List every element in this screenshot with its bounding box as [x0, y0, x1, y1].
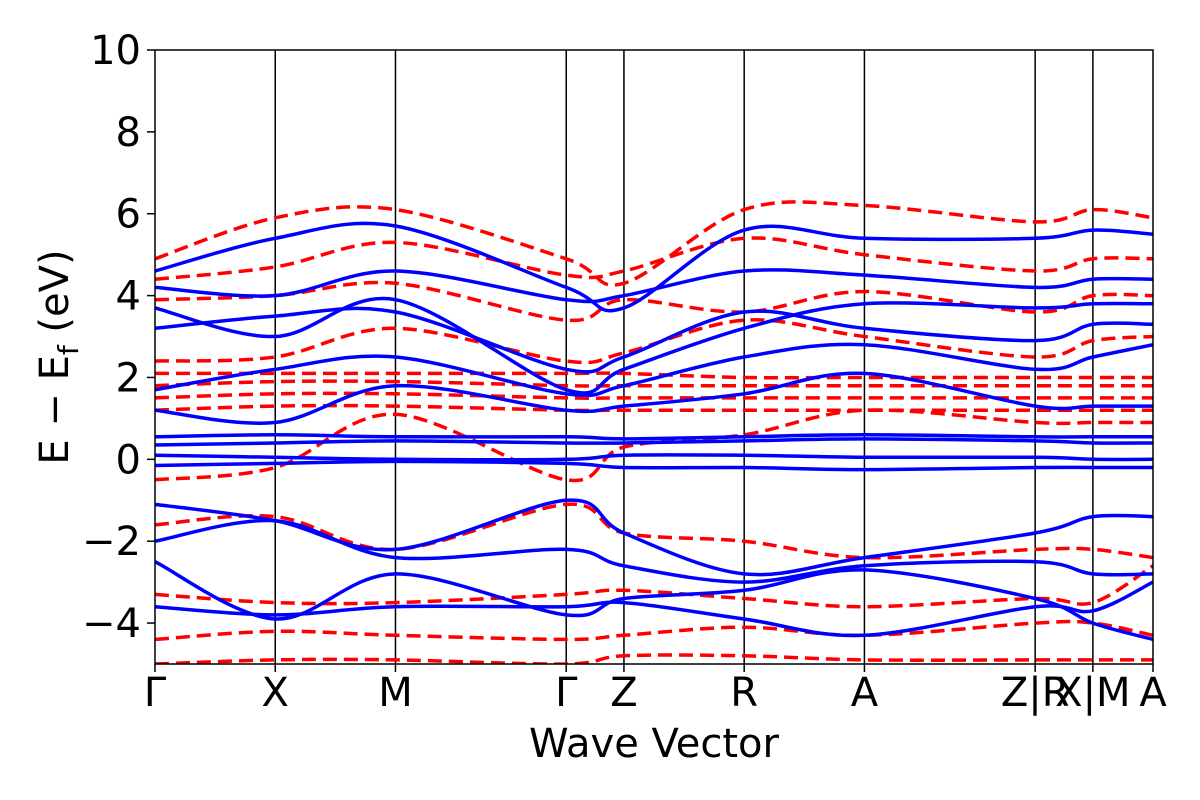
x-tick-label: R	[730, 670, 758, 716]
band-solid	[155, 453, 1153, 462]
x-tick-label: Γ	[144, 670, 167, 716]
y-tick-label: 4	[116, 274, 141, 320]
y-axis-label: E − Ef (eV)	[32, 249, 85, 464]
y-tick-label: 2	[116, 355, 141, 401]
band-dashed	[155, 502, 1153, 560]
plot-frame	[154, 49, 1154, 665]
band-dashed	[155, 280, 1153, 323]
band-lines	[155, 200, 1153, 664]
band-dashed	[155, 371, 1153, 380]
band-solid	[155, 433, 1153, 441]
band-solid	[155, 342, 1153, 398]
band-dashed	[155, 403, 1153, 413]
x-tick-label: M	[378, 670, 413, 716]
y-axis-label-unit: (eV)	[32, 249, 78, 345]
band-dashed	[155, 391, 1153, 400]
band-solid	[155, 580, 1153, 638]
x-tick-label: Z|R	[1001, 670, 1070, 716]
y-axis: −4 −2 0 2 4 6 8 10	[82, 28, 155, 647]
y-axis-label-sub: f	[52, 344, 85, 355]
band-dashed	[155, 653, 1153, 664]
x-tick-label: X	[262, 670, 289, 716]
x-tick-label: Z	[610, 670, 637, 716]
x-tick-label: A	[851, 670, 879, 716]
band-solid	[155, 306, 1153, 374]
band-solid	[155, 459, 1153, 472]
band-dashed	[155, 564, 1153, 609]
x-tick-label: X|M	[1055, 670, 1130, 716]
band-solid	[155, 221, 1153, 313]
y-tick-label: 6	[116, 192, 141, 238]
x-tick-label: Γ	[555, 670, 578, 716]
x-tick-label: A	[1139, 670, 1167, 716]
band-solid	[155, 296, 1153, 395]
band-solid	[155, 518, 1153, 584]
band-dashed	[155, 200, 1153, 287]
band-dashed	[155, 318, 1153, 365]
band-dashed	[155, 619, 1153, 642]
y-tick-label: −2	[82, 519, 141, 565]
y-tick-label: −4	[82, 601, 141, 647]
band-dashed	[155, 379, 1153, 388]
band-solid	[155, 371, 1153, 425]
x-axis-label: Wave Vector	[529, 721, 780, 767]
band-dashed	[155, 236, 1153, 281]
y-tick-label: 8	[116, 110, 141, 156]
band-solid	[155, 498, 1153, 577]
band-dashed	[155, 408, 1153, 483]
y-tick-label: 0	[116, 437, 141, 483]
y-tick-label: 10	[90, 28, 141, 74]
band-solid	[155, 437, 1153, 447]
y-axis-label-main: E − E	[32, 355, 78, 465]
band-solid	[155, 560, 1153, 642]
x-axis: Γ X M Γ Z R A Z|RX|M A	[144, 664, 1167, 716]
band-solid	[155, 268, 1153, 304]
